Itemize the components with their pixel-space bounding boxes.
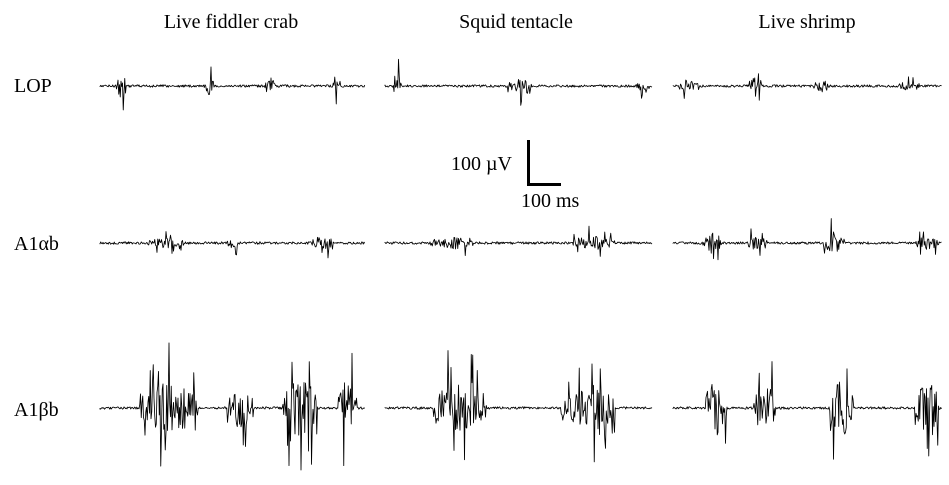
scale-bar-time-label: 100 ms <box>521 190 580 212</box>
row-label-lop: LOP <box>14 75 52 97</box>
trace-lop-live-shrimp <box>672 73 942 101</box>
trace-a1-alpha-b-live-fiddler-crab <box>99 231 366 259</box>
trace-lop-live-fiddler-crab <box>99 66 366 111</box>
trace-a1-beta-b-live-shrimp <box>672 361 942 460</box>
trace-a1-beta-b-squid-tentacle <box>384 350 653 463</box>
scale-bar-vertical <box>527 140 530 185</box>
scale-bar-voltage-label: 100 µV <box>451 153 512 175</box>
row-label-a1-beta-b: A1βb <box>14 399 59 421</box>
trace-a1-alpha-b-live-shrimp <box>672 218 942 261</box>
trace-lop-squid-tentacle <box>384 58 653 106</box>
trace-a1-alpha-b-squid-tentacle <box>384 225 653 257</box>
column-title-squid-tentacle: Squid tentacle <box>459 11 573 33</box>
trace-a1-beta-b-live-fiddler-crab <box>99 342 365 471</box>
row-label-a1-alpha-b: A1αb <box>14 233 59 255</box>
column-title-live-shrimp: Live shrimp <box>758 11 856 33</box>
column-title-live-fiddler-crab: Live fiddler crab <box>163 11 299 33</box>
scale-bar-horizontal <box>527 183 561 186</box>
